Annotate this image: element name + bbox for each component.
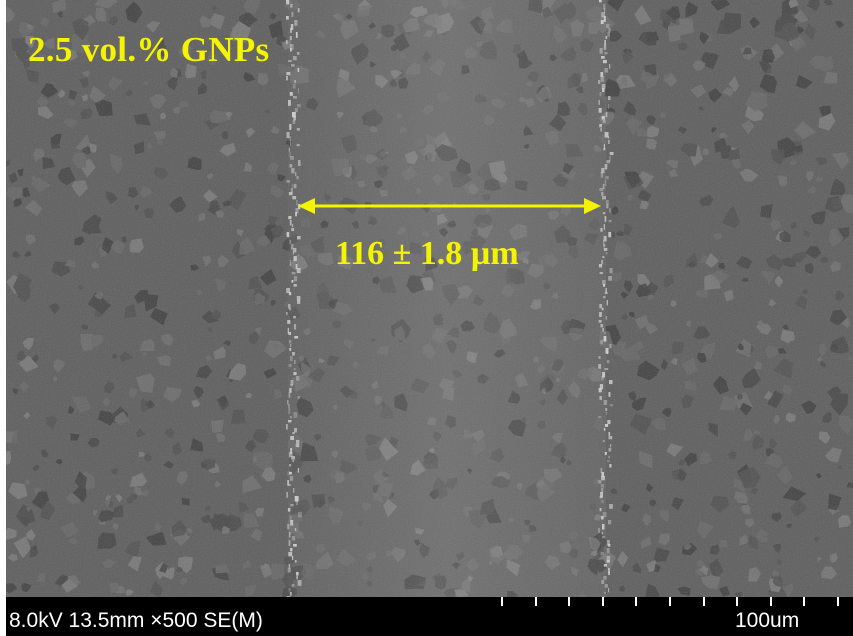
scale-tick <box>601 597 604 606</box>
acquisition-parameters: 8.0kV 13.5mm ×500 SE(M) <box>9 609 263 632</box>
scale-tick <box>769 597 772 606</box>
sem-image-frame: 2.5 vol.% GNPs 116 ± 1.8 µm 8.0kV 13.5mm… <box>6 0 853 636</box>
interlayer-band <box>288 0 606 597</box>
scale-bar-label: 100um <box>735 609 800 632</box>
scale-tick <box>635 597 638 606</box>
width-measurement-label: 116 ± 1.8 µm <box>335 235 519 272</box>
scale-tick <box>803 597 806 606</box>
scale-tick <box>568 597 571 606</box>
scale-tick <box>501 597 503 606</box>
scale-tick <box>837 597 839 606</box>
scale-bar-ticks <box>501 597 841 611</box>
sem-micrograph: 2.5 vol.% GNPs 116 ± 1.8 µm <box>6 0 853 597</box>
grain-texture <box>6 0 853 597</box>
scale-tick <box>534 597 537 606</box>
scale-tick <box>669 597 671 606</box>
scale-tick <box>736 597 739 606</box>
scale-tick <box>702 597 705 606</box>
sample-label: 2.5 vol.% GNPs <box>28 30 270 69</box>
double-headed-arrow-icon <box>298 198 601 214</box>
sem-info-bar: 8.0kV 13.5mm ×500 SE(M) 100um <box>6 597 853 636</box>
